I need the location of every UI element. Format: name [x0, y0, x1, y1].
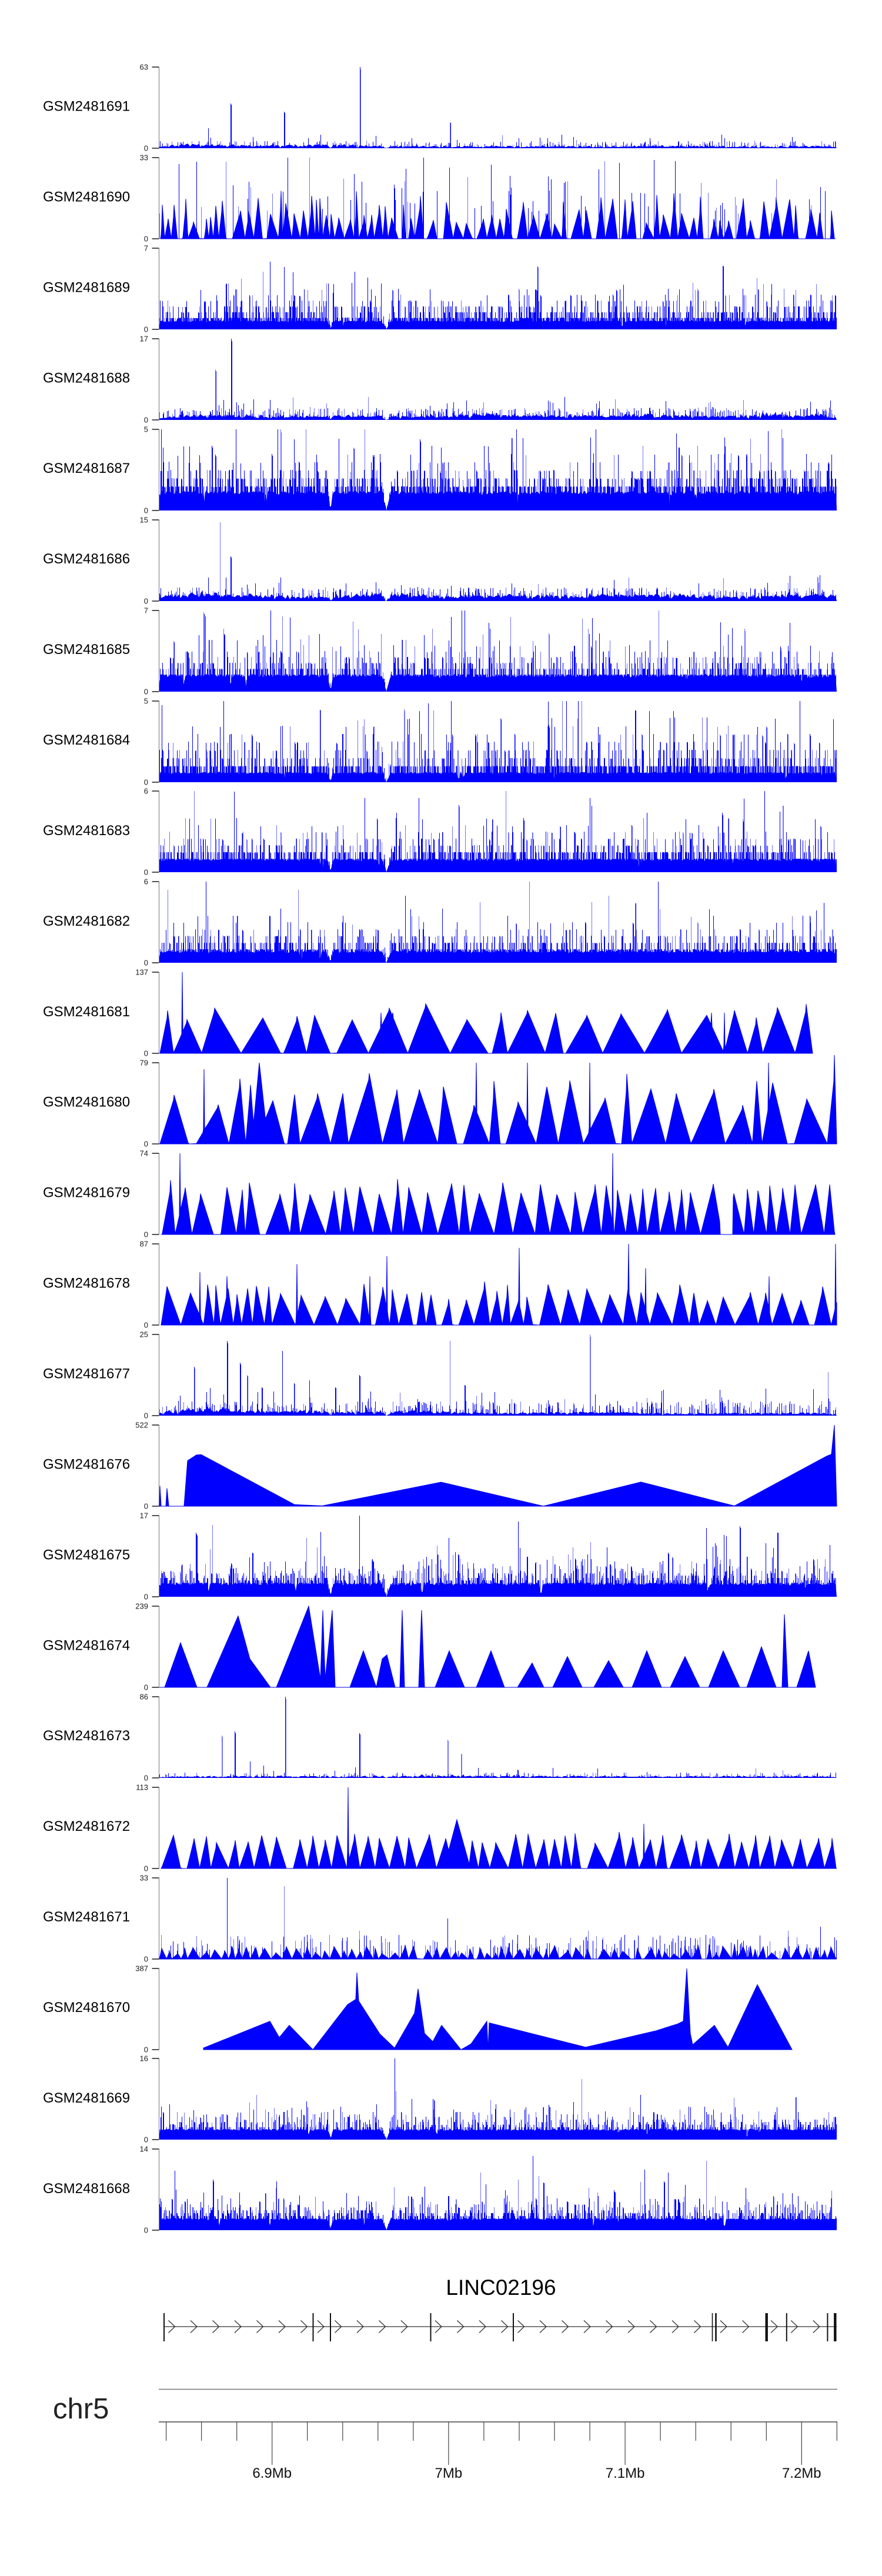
svg-text:5: 5 — [144, 697, 148, 706]
svg-text:33: 33 — [140, 154, 148, 162]
svg-text:0: 0 — [144, 235, 148, 243]
svg-text:GSM2481671: GSM2481671 — [43, 1909, 130, 1925]
svg-text:0: 0 — [144, 506, 148, 515]
svg-text:0: 0 — [144, 1049, 148, 1058]
svg-text:0: 0 — [144, 1864, 148, 1873]
svg-text:0: 0 — [144, 688, 148, 696]
svg-text:GSM2481676: GSM2481676 — [43, 1457, 130, 1473]
svg-text:79: 79 — [140, 1059, 148, 1067]
svg-text:0: 0 — [144, 1955, 148, 1964]
svg-text:14: 14 — [140, 2145, 148, 2154]
svg-text:6: 6 — [144, 787, 148, 796]
svg-text:GSM2481670: GSM2481670 — [43, 2000, 130, 2016]
svg-text:15: 15 — [140, 516, 148, 525]
svg-text:0: 0 — [144, 1774, 148, 1783]
svg-text:GSM2481689: GSM2481689 — [43, 279, 130, 295]
svg-text:GSM2481668: GSM2481668 — [43, 2181, 130, 2197]
svg-text:GSM2481687: GSM2481687 — [43, 461, 130, 476]
svg-text:GSM2481673: GSM2481673 — [43, 1728, 130, 1744]
svg-text:GSM2481683: GSM2481683 — [43, 823, 130, 839]
svg-text:0: 0 — [144, 1593, 148, 1601]
svg-text:0: 0 — [144, 597, 148, 606]
svg-text:5: 5 — [144, 425, 148, 434]
svg-text:33: 33 — [140, 1874, 148, 1883]
svg-text:GSM2481674: GSM2481674 — [43, 1637, 130, 1653]
svg-text:GSM2481680: GSM2481680 — [43, 1095, 130, 1110]
svg-text:GSM2481690: GSM2481690 — [43, 189, 130, 205]
svg-text:0: 0 — [144, 1683, 148, 1692]
svg-text:522: 522 — [135, 1421, 148, 1430]
svg-text:25: 25 — [140, 1330, 148, 1339]
svg-text:0: 0 — [144, 2226, 148, 2235]
svg-text:GSM2481684: GSM2481684 — [43, 732, 130, 748]
svg-text:GSM2481688: GSM2481688 — [43, 370, 130, 386]
svg-text:7.1Mb: 7.1Mb — [606, 2465, 645, 2481]
svg-text:chr5: chr5 — [53, 2393, 109, 2425]
svg-text:0: 0 — [144, 959, 148, 967]
svg-text:GSM2481685: GSM2481685 — [43, 642, 130, 658]
svg-text:GSM2481675: GSM2481675 — [43, 1547, 130, 1563]
svg-text:16: 16 — [140, 2054, 148, 2063]
svg-text:0: 0 — [144, 868, 148, 877]
svg-text:0: 0 — [144, 144, 148, 153]
svg-text:GSM2481679: GSM2481679 — [43, 1185, 130, 1201]
svg-text:0: 0 — [144, 325, 148, 334]
svg-text:7Mb: 7Mb — [435, 2465, 463, 2481]
svg-text:0: 0 — [144, 416, 148, 425]
svg-text:GSM2481686: GSM2481686 — [43, 551, 130, 567]
svg-text:0: 0 — [144, 1230, 148, 1239]
svg-text:0: 0 — [144, 2135, 148, 2144]
svg-text:17: 17 — [140, 1511, 148, 1520]
svg-text:7.2Mb: 7.2Mb — [782, 2465, 821, 2481]
svg-text:87: 87 — [140, 1240, 148, 1249]
svg-text:0: 0 — [144, 1412, 148, 1420]
svg-text:LINC02196: LINC02196 — [446, 2275, 556, 2300]
svg-text:GSM2481669: GSM2481669 — [43, 2090, 130, 2106]
svg-text:0: 0 — [144, 1140, 148, 1149]
svg-text:GSM2481672: GSM2481672 — [43, 1818, 130, 1834]
svg-text:GSM2481678: GSM2481678 — [43, 1276, 130, 1292]
svg-text:137: 137 — [135, 968, 148, 977]
svg-text:GSM2481681: GSM2481681 — [43, 1004, 130, 1020]
svg-text:GSM2481677: GSM2481677 — [43, 1366, 130, 1382]
svg-text:0: 0 — [144, 778, 148, 787]
svg-text:7: 7 — [144, 244, 148, 253]
svg-text:GSM2481691: GSM2481691 — [43, 99, 130, 115]
svg-text:6: 6 — [144, 877, 148, 886]
svg-text:6.9Mb: 6.9Mb — [252, 2465, 292, 2481]
svg-text:387: 387 — [135, 1964, 148, 1973]
svg-text:113: 113 — [136, 1783, 148, 1792]
svg-text:74: 74 — [140, 1149, 148, 1158]
svg-text:GSM2481682: GSM2481682 — [43, 913, 130, 929]
svg-text:7: 7 — [144, 606, 148, 615]
svg-text:239: 239 — [135, 1602, 148, 1611]
svg-text:17: 17 — [140, 335, 148, 343]
svg-text:0: 0 — [144, 1502, 148, 1511]
svg-text:0: 0 — [144, 1321, 148, 1330]
svg-text:86: 86 — [140, 1693, 148, 1701]
svg-text:0: 0 — [144, 2046, 148, 2054]
svg-text:63: 63 — [140, 63, 148, 72]
